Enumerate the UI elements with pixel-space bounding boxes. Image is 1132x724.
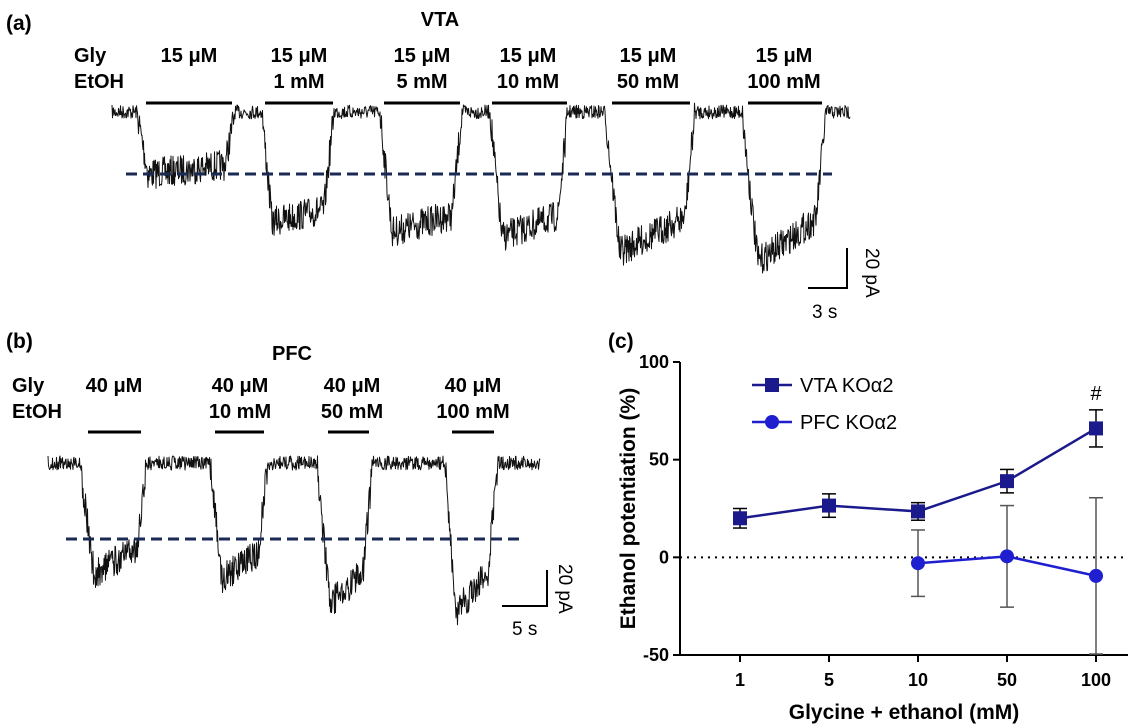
x-tick-label: 1 bbox=[735, 670, 745, 690]
series-pfc bbox=[911, 497, 1103, 655]
panel-a-application-0: 15 μM bbox=[146, 45, 232, 105]
legend-marker bbox=[765, 415, 779, 429]
panel-b-gly-conc: 40 μM bbox=[445, 375, 502, 397]
y-tick-label: -50 bbox=[643, 645, 669, 665]
y-tick-label: 50 bbox=[649, 450, 669, 470]
panel-b-application-1: 40 μM 10 mM bbox=[209, 375, 271, 434]
panel-a-gly-conc: 15 μM bbox=[394, 45, 451, 67]
panel-b-application-3: 40 μM 100 mM bbox=[436, 375, 510, 434]
panel-c-label: (c) bbox=[608, 330, 634, 353]
panel-b-label: (b) bbox=[6, 330, 33, 353]
panel-b-etoh-row-label: EtOH bbox=[12, 401, 62, 423]
panel-a-etoh-conc: 1 mM bbox=[273, 71, 324, 93]
panel-b-gly-conc: 40 μM bbox=[212, 375, 269, 397]
panel-a-etoh-row-label: EtOH bbox=[74, 71, 124, 93]
panel-b-etoh-conc: 10 mM bbox=[209, 401, 271, 423]
data-point bbox=[1089, 421, 1103, 436]
panel-a-etoh-conc: 10 mM bbox=[497, 71, 559, 93]
panel-a-scale-time: 3 s bbox=[812, 302, 837, 323]
data-point bbox=[733, 511, 747, 526]
panel-a-gly-conc: 15 μM bbox=[271, 45, 328, 67]
panel-b-gly-row-label: Gly bbox=[12, 375, 45, 397]
panel-b-application-0: 40 μM bbox=[86, 375, 143, 434]
significance-annotation: # bbox=[1090, 383, 1102, 405]
panel-b-etoh-conc: 50 mM bbox=[321, 401, 383, 423]
panel-b-scale-time: 5 s bbox=[512, 619, 537, 640]
panel-a-scale-bar: 3 s 20 pA bbox=[808, 248, 882, 323]
data-point bbox=[822, 498, 836, 513]
panel-a-application-1: 15 μM 1 mM bbox=[265, 45, 333, 105]
y-tick-label: 0 bbox=[659, 547, 669, 567]
panel-a-etoh-conc: 50 mM bbox=[617, 71, 679, 93]
panel-a-etoh-conc: 100 mM bbox=[747, 71, 820, 93]
panel-a-application-3: 15 μM 10 mM bbox=[492, 45, 567, 105]
legend-label: PFC KOα2 bbox=[800, 412, 897, 434]
panel-b-etoh-conc: 100 mM bbox=[436, 401, 509, 423]
panel-a-region-title: VTA bbox=[421, 9, 460, 31]
data-point bbox=[1089, 568, 1103, 583]
panel-c: (c) -50 0 50 100 1 5 10 50 100 Glycine + ethanol … bbox=[608, 330, 1128, 724]
data-point bbox=[911, 556, 925, 571]
x-tick-label: 50 bbox=[997, 670, 1017, 690]
panel-a: (a) VTA Gly EtOH 15 μM 15 μM 1 mM 15 μM … bbox=[6, 9, 882, 323]
panel-b-current-trace bbox=[47, 455, 541, 626]
panel-b-scale-bar: 5 s 20 pA bbox=[502, 564, 575, 640]
x-tick-label: 100 bbox=[1081, 670, 1111, 690]
panel-a-application-4: 15 μM 50 mM bbox=[612, 45, 690, 105]
panel-a-label: (a) bbox=[6, 12, 32, 35]
panel-a-application-5: 15 μM 100 mM bbox=[747, 45, 822, 105]
y-tick-label: 100 bbox=[639, 352, 669, 372]
chart-legend: VTA KOα2 PFC KOα2 bbox=[752, 375, 897, 434]
panel-a-gly-row-label: Gly bbox=[74, 45, 107, 67]
chart-axes: -50 0 50 100 1 5 10 50 100 bbox=[639, 352, 1128, 690]
legend-item: PFC KOα2 bbox=[752, 412, 897, 434]
series-vta bbox=[733, 409, 1103, 529]
panel-a-gly-conc: 15 μM bbox=[756, 45, 813, 67]
data-point bbox=[911, 504, 925, 519]
panel-b-application-2: 40 μM 50 mM bbox=[321, 375, 383, 434]
x-axis-label: Glycine + ethanol (mM) bbox=[789, 701, 1019, 724]
legend-marker bbox=[765, 378, 779, 392]
x-tick-label: 10 bbox=[908, 670, 928, 690]
panel-a-gly-conc: 15 μM bbox=[620, 45, 677, 67]
panel-b-gly-conc: 40 μM bbox=[324, 375, 381, 397]
data-point bbox=[1000, 549, 1014, 564]
panel-b-region-title: PFC bbox=[272, 343, 312, 365]
panel-b-gly-conc: 40 μM bbox=[86, 375, 143, 397]
panel-a-application-2: 15 μM 5 mM bbox=[384, 45, 460, 105]
panel-b: (b) PFC Gly EtOH 40 μM 40 μM 10 mM 40 μM… bbox=[6, 330, 575, 640]
y-axis-label: Ethanol potentiation (%) bbox=[617, 388, 640, 629]
panel-a-gly-conc: 15 μM bbox=[161, 45, 218, 67]
legend-label: VTA KOα2 bbox=[800, 375, 893, 397]
legend-item: VTA KOα2 bbox=[752, 375, 893, 397]
x-tick-label: 5 bbox=[824, 670, 834, 690]
potentiation-chart: -50 0 50 100 1 5 10 50 100 Glycine + ethanol (mM)… bbox=[617, 352, 1128, 724]
panel-a-gly-conc: 15 μM bbox=[500, 45, 557, 67]
data-point bbox=[1000, 474, 1014, 489]
panel-b-scale-current: 20 pA bbox=[554, 564, 575, 614]
panel-a-current-trace bbox=[111, 102, 851, 274]
panel-a-scale-current: 20 pA bbox=[861, 248, 882, 298]
panel-a-etoh-conc: 5 mM bbox=[396, 71, 447, 93]
